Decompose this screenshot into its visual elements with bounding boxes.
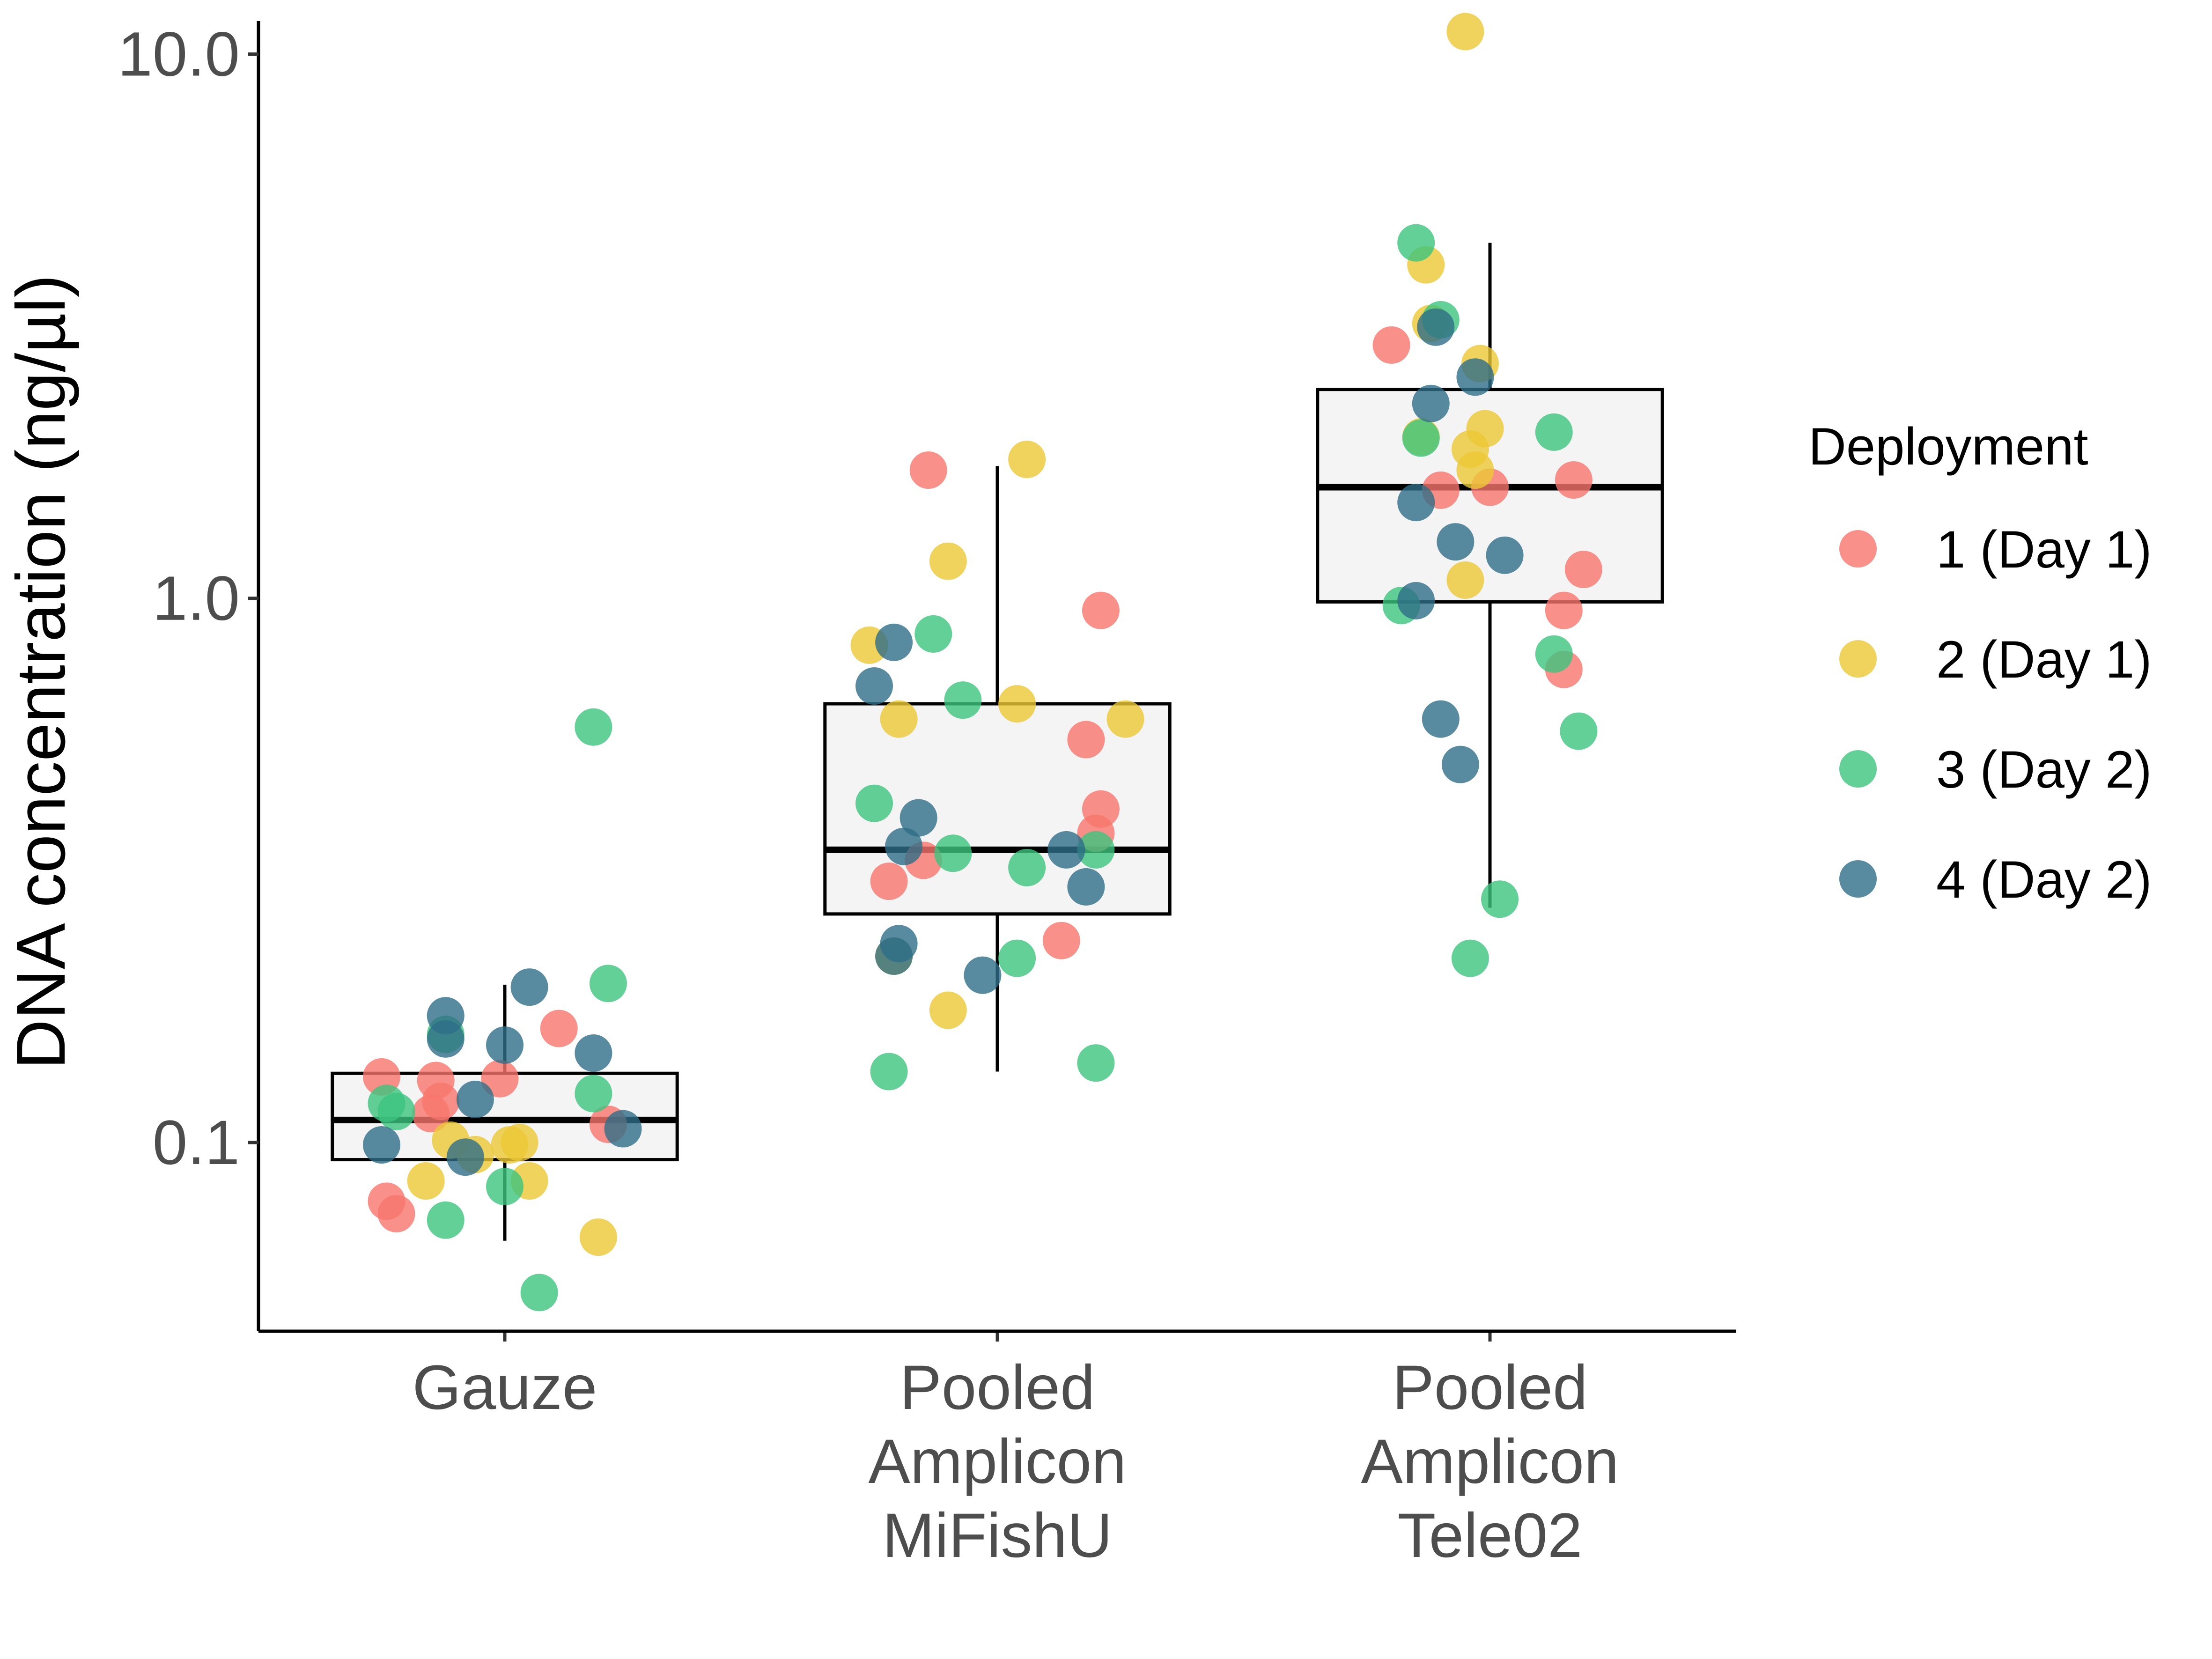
data-point bbox=[1077, 831, 1115, 869]
data-point bbox=[900, 799, 937, 837]
data-point bbox=[510, 968, 548, 1006]
data-point bbox=[944, 681, 982, 719]
data-point bbox=[575, 1034, 612, 1072]
data-point bbox=[870, 863, 908, 900]
data-point bbox=[1042, 922, 1080, 959]
data-point bbox=[377, 1194, 415, 1232]
data-point bbox=[1456, 451, 1494, 489]
data-point bbox=[855, 784, 893, 822]
data-point bbox=[1564, 551, 1602, 589]
legend-item-1: 1 (Day 1) bbox=[1839, 520, 2152, 579]
data-point bbox=[1446, 13, 1484, 51]
data-point bbox=[456, 1080, 494, 1118]
data-point bbox=[934, 834, 972, 872]
points-layer bbox=[363, 13, 1602, 1312]
legend-item-3: 3 (Day 2) bbox=[1839, 740, 2152, 799]
legend-label: 4 (Day 2) bbox=[1936, 850, 2152, 909]
data-point bbox=[1397, 484, 1435, 522]
data-point bbox=[1106, 700, 1144, 738]
data-point bbox=[1402, 419, 1440, 457]
data-point bbox=[885, 827, 923, 865]
data-point bbox=[1441, 745, 1479, 783]
data-point bbox=[1412, 384, 1450, 422]
data-point bbox=[575, 1075, 612, 1113]
legend-key bbox=[1839, 640, 1877, 678]
y-axis-title: DNA concentration (ng/µl) bbox=[2, 274, 80, 1069]
data-point bbox=[407, 1162, 445, 1200]
data-point bbox=[412, 1095, 450, 1133]
data-point bbox=[855, 667, 893, 705]
data-point bbox=[427, 1201, 465, 1239]
data-point bbox=[1451, 939, 1489, 977]
data-point bbox=[579, 1218, 617, 1256]
legend-label: 1 (Day 1) bbox=[1936, 520, 2152, 579]
data-point bbox=[363, 1126, 400, 1164]
y-tick-label: 0.1 bbox=[153, 1108, 240, 1178]
data-point bbox=[929, 542, 967, 580]
data-point bbox=[998, 685, 1036, 723]
data-point bbox=[870, 1053, 908, 1091]
legend-title: Deployment bbox=[1808, 417, 2088, 476]
data-point bbox=[1397, 224, 1435, 262]
data-point bbox=[1417, 308, 1455, 346]
y-tick-label: 10.0 bbox=[118, 20, 240, 89]
data-point bbox=[540, 1010, 578, 1047]
legend-key bbox=[1839, 860, 1877, 898]
data-point bbox=[998, 939, 1036, 977]
data-point bbox=[501, 1123, 538, 1161]
data-point bbox=[575, 708, 612, 746]
data-point bbox=[486, 1026, 524, 1064]
legend: Deployment 1 (Day 1) 2 (Day 1) 3 (Day 2) 4 (… bbox=[1808, 417, 2152, 909]
data-point bbox=[1372, 326, 1410, 364]
data-point bbox=[1446, 561, 1484, 599]
legend-key bbox=[1839, 530, 1877, 568]
x-tick-label: Pooled Amplicon Tele02 bbox=[1361, 1353, 1619, 1571]
y-tick-label: 1.0 bbox=[153, 564, 240, 634]
legend-item-4: 4 (Day 2) bbox=[1839, 850, 2152, 909]
data-point bbox=[1555, 461, 1593, 499]
legend-label: 2 (Day 1) bbox=[1936, 630, 2152, 689]
data-point bbox=[520, 1274, 558, 1312]
axes-layer: Gauze Pooled Amplicon MiFishU Pooled Amplicon… bbox=[118, 20, 1736, 1571]
data-point bbox=[1560, 712, 1598, 750]
data-point bbox=[1008, 441, 1046, 479]
data-point bbox=[604, 1110, 642, 1148]
x-tick-label: Gauze bbox=[413, 1353, 597, 1423]
data-point bbox=[875, 937, 913, 975]
data-point bbox=[929, 991, 967, 1029]
data-point bbox=[1535, 635, 1573, 673]
data-point bbox=[1082, 591, 1120, 629]
data-point bbox=[481, 1060, 519, 1098]
data-point bbox=[1481, 880, 1519, 918]
data-point bbox=[1535, 413, 1573, 451]
data-point bbox=[1545, 591, 1583, 629]
data-point bbox=[1397, 582, 1435, 619]
legend-item-2: 2 (Day 1) bbox=[1839, 630, 2152, 689]
data-point bbox=[589, 965, 627, 1003]
data-point bbox=[875, 623, 913, 661]
data-point bbox=[1067, 721, 1105, 759]
data-point bbox=[427, 1020, 465, 1058]
data-point bbox=[914, 615, 952, 653]
data-point bbox=[880, 700, 918, 738]
data-point bbox=[1422, 700, 1460, 738]
data-point bbox=[1486, 536, 1524, 574]
data-point bbox=[1008, 848, 1046, 886]
data-point bbox=[1047, 831, 1085, 869]
data-point bbox=[446, 1138, 484, 1176]
data-point bbox=[964, 956, 1002, 994]
data-point bbox=[1067, 868, 1105, 906]
x-tick-label: Pooled Amplicon MiFishU bbox=[868, 1353, 1126, 1571]
data-point bbox=[909, 451, 947, 489]
data-point bbox=[486, 1168, 524, 1206]
data-point bbox=[377, 1092, 415, 1130]
data-point bbox=[1456, 358, 1494, 396]
data-point bbox=[1077, 1044, 1115, 1082]
legend-key bbox=[1839, 750, 1877, 788]
legend-label: 3 (Day 2) bbox=[1936, 740, 2152, 799]
data-point bbox=[1437, 523, 1475, 561]
